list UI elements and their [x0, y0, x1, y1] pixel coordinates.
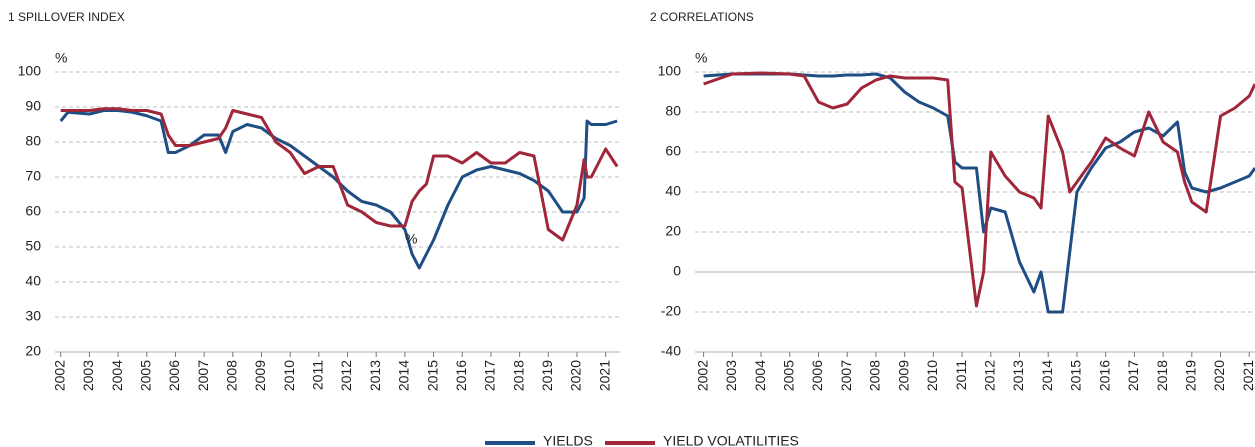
series-line	[59, 109, 618, 270]
x-tick-label: 2017	[482, 360, 498, 391]
y-tick-label: 100	[658, 63, 682, 79]
y-tick-label: 70	[25, 168, 41, 184]
series-line	[60, 107, 619, 242]
series-line	[703, 72, 1255, 314]
x-tick-label: 2017	[1125, 360, 1141, 391]
y-tick-label: 90	[25, 98, 41, 114]
x-tick-label: 2012	[338, 360, 354, 391]
y-tick-label: 80	[665, 103, 681, 119]
y-tick-label: 50	[25, 238, 41, 254]
series-line	[703, 71, 1255, 308]
legend-label: YIELD VOLATILITIES	[663, 433, 799, 447]
x-tick-label: 2010	[924, 360, 940, 391]
x-tick-label: 2014	[1039, 360, 1055, 391]
y-unit: %	[695, 50, 707, 66]
x-tick-label: 2016	[1096, 360, 1112, 391]
x-tick-label: 2018	[510, 360, 526, 391]
y-tick-label: -40	[661, 343, 681, 359]
x-tick-label: 2008	[867, 360, 883, 391]
x-tick-label: 2009	[252, 360, 268, 391]
y-tick-label: 20	[25, 343, 41, 359]
y-tick-label: 40	[25, 273, 41, 289]
x-tick-label: 2015	[424, 360, 440, 391]
x-tick-label: 2013	[367, 360, 383, 391]
x-tick-label: 2014	[396, 360, 412, 391]
x-tick-label: 2004	[109, 360, 125, 391]
x-tick-label: 2015	[1068, 360, 1084, 391]
legend-label: YIELDS	[543, 433, 593, 447]
x-tick-label: 2012	[981, 360, 997, 391]
x-tick-label: 2018	[1154, 360, 1170, 391]
x-tick-label: 2009	[895, 360, 911, 391]
x-tick-label: 2021	[1240, 360, 1255, 391]
x-tick-label: 2016	[453, 360, 469, 391]
x-tick-label: 2003	[723, 360, 739, 391]
y-tick-label: 60	[25, 203, 41, 219]
x-tick-label: 2005	[780, 360, 796, 391]
y-tick-label: -20	[661, 303, 681, 319]
x-tick-label: 2006	[809, 360, 825, 391]
y-tick-label: 40	[665, 183, 681, 199]
y-tick-label: 60	[665, 143, 681, 159]
x-tick-label: 2020	[568, 360, 584, 391]
x-tick-label: 2010	[281, 360, 297, 391]
x-tick-label: 2003	[80, 360, 96, 391]
x-tick-label: 2011	[953, 360, 969, 390]
chart-title: 1 SPILLOVER INDEX	[8, 10, 125, 24]
x-tick-label: 2013	[1010, 360, 1026, 391]
y-tick-label: 0	[673, 263, 681, 279]
x-tick-label: 2019	[1183, 360, 1199, 391]
x-tick-label: 2019	[539, 360, 555, 391]
y-tick-label: 80	[25, 133, 41, 149]
x-tick-label: 2007	[195, 360, 211, 391]
y-tick-label: 20	[665, 223, 681, 239]
x-tick-label: 2004	[752, 360, 768, 391]
x-tick-label: 2011	[310, 360, 326, 390]
x-tick-label: 2005	[137, 360, 153, 391]
x-tick-label: 2006	[166, 360, 182, 391]
x-tick-label: 2007	[838, 360, 854, 391]
x-tick-label: 2020	[1211, 360, 1227, 391]
chart-title: 2 CORRELATIONS	[650, 10, 754, 24]
y-unit: %	[55, 50, 67, 66]
annotation: %	[405, 231, 417, 247]
x-tick-label: 2021	[596, 360, 612, 391]
x-tick-label: 2008	[224, 360, 240, 391]
x-tick-label: 2002	[51, 360, 67, 391]
y-tick-label: 30	[25, 308, 41, 324]
x-tick-label: 2002	[694, 360, 710, 391]
y-tick-label: 100	[18, 63, 42, 79]
